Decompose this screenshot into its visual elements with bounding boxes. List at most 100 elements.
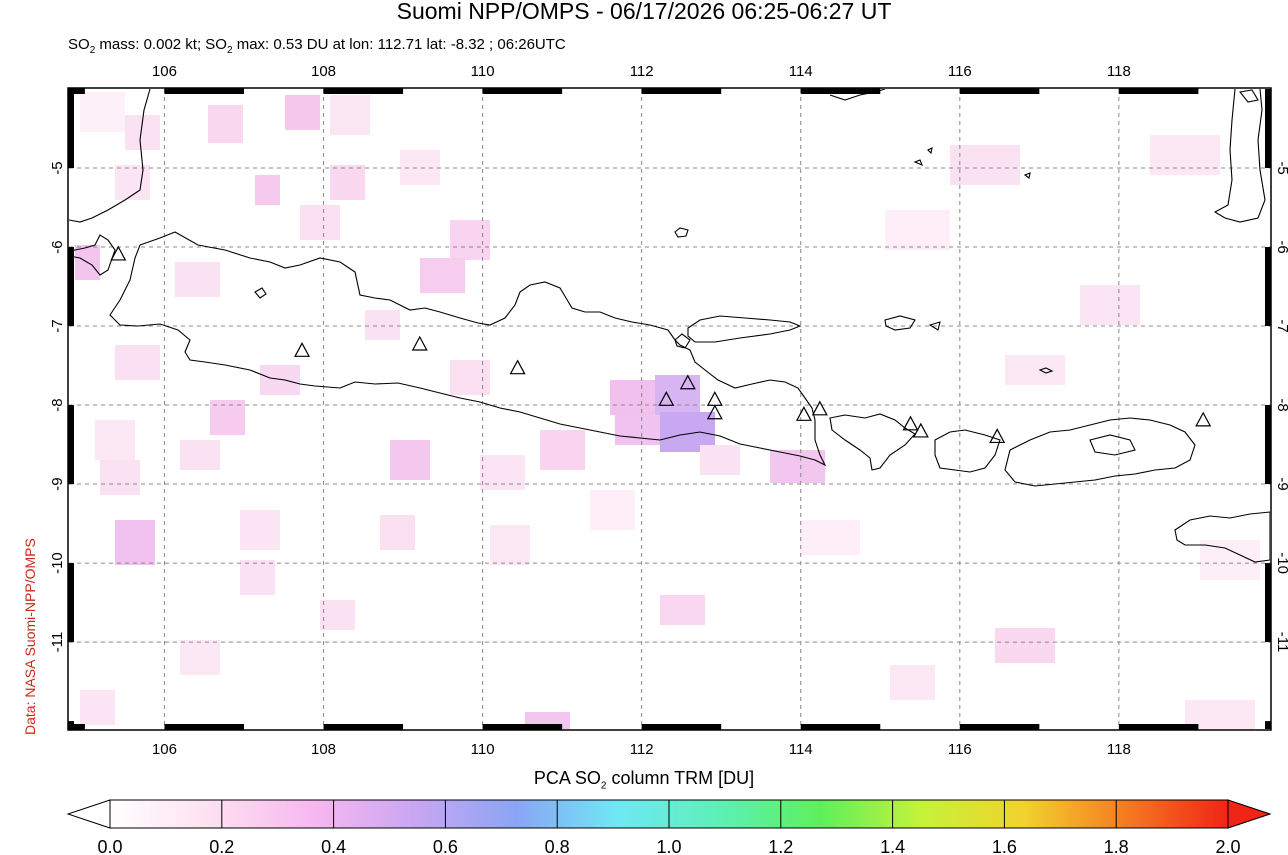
frame-segment — [1265, 247, 1271, 327]
frame-segment — [800, 88, 881, 94]
so2-summary-line: SO2 mass: 0.002 kt; SO2 max: 0.53 DU at … — [68, 36, 566, 56]
lon-tick-label-bottom: 114 — [789, 741, 813, 758]
colorbar-tick-label: 0.2 — [209, 837, 234, 855]
lon-tick-label-top: 106 — [152, 63, 177, 80]
volcano-icon — [811, 400, 828, 416]
lat-tick-label-right: -5 — [1274, 161, 1288, 174]
graticule — [69, 89, 1270, 729]
volcano-icon — [679, 374, 696, 390]
lon-tick-label-top: 112 — [630, 63, 654, 80]
lon-tick-label-top: 116 — [948, 63, 972, 80]
frame-segment — [1265, 721, 1271, 729]
lon-tick-label-bottom: 110 — [471, 741, 495, 758]
colorbar-tick-label: 1.6 — [992, 837, 1017, 855]
lon-tick-label-top: 118 — [1107, 63, 1131, 80]
lat-tick-label-left: -8 — [49, 398, 66, 411]
volcano-icon — [989, 428, 1006, 444]
lat-tick-label-left: -11 — [49, 632, 66, 653]
lon-tick-label-bottom: 118 — [1107, 741, 1131, 758]
lon-tick-label-top: 114 — [789, 63, 813, 80]
frame-segment — [164, 724, 244, 730]
frame-segment — [68, 563, 74, 643]
volcano-icon — [411, 335, 428, 351]
volcano-icon — [706, 391, 723, 406]
colorbar-tick-label: 0.6 — [433, 837, 458, 855]
frame-segment — [1265, 89, 1271, 169]
axis-tick-labels: 106 106 108 108 110 110 112 112 114 114 116 116 118 1… — [49, 63, 1288, 758]
coastlines — [69, 89, 1270, 563]
lat-tick-label-left: -9 — [49, 477, 66, 490]
subtitle-mid: mass: 0.002 kt; SO — [95, 36, 227, 53]
frame-segment — [68, 721, 74, 729]
map-title: Suomi NPP/OMPS - 06/17/2026 06:25-06:27 … — [396, 0, 892, 24]
frame-segment — [164, 88, 244, 94]
volcano-icon — [509, 359, 526, 375]
colorbar-tick-label: 1.4 — [880, 837, 905, 855]
subtitle-suffix: max: 0.53 DU at lon: 112.71 lat: -8.32 ;… — [232, 36, 566, 53]
colorbar-tick-label: 1.0 — [656, 837, 681, 855]
lat-tick-label-right: -9 — [1274, 477, 1288, 490]
frame-segment — [323, 724, 404, 730]
volcano-icon — [110, 245, 127, 261]
volcano-icon — [294, 342, 311, 357]
frame-segment — [323, 88, 404, 94]
lat-tick-label-right: -6 — [1274, 240, 1288, 253]
frame-segment — [1265, 405, 1271, 485]
lon-tick-label-top: 110 — [471, 63, 495, 80]
frame-segment — [959, 724, 1040, 730]
colorbar-tick-label: 0.8 — [545, 837, 570, 855]
lat-tick-label-right: -10 — [1274, 552, 1288, 574]
volcano-icon — [658, 391, 675, 406]
colorbar-tick-label: 2.0 — [1215, 837, 1240, 855]
frame-segment — [68, 405, 74, 485]
frame-segment — [641, 88, 722, 94]
colorbar-low-arrow — [66, 799, 111, 829]
frame-segment — [1118, 88, 1199, 94]
lon-tick-label-bottom: 116 — [948, 741, 972, 758]
colorbar-title: PCA SO2 column TRM [DU] — [0, 768, 1288, 792]
colorbar-title-suffix: column TRM [DU] — [606, 768, 755, 788]
map-frame — [67, 87, 1272, 731]
colorbar-high-arrow — [1227, 799, 1272, 829]
lon-tick-label-bottom: 108 — [311, 741, 336, 758]
lat-tick-label-left: -10 — [49, 552, 66, 574]
lat-tick-label-left: -5 — [49, 161, 66, 174]
subscript-2b: 2 — [226, 45, 233, 56]
frame-segment — [68, 247, 74, 327]
lat-tick-label-left: -7 — [49, 319, 66, 332]
lon-tick-label-bottom: 112 — [630, 741, 654, 758]
lat-tick-label-right: -8 — [1274, 398, 1288, 411]
volcano-markers — [110, 245, 1212, 444]
frame-segment — [69, 724, 85, 730]
lat-tick-label-right: -11 — [1274, 632, 1288, 653]
so2-pixel-field — [75, 92, 1260, 729]
frame-segment — [800, 724, 881, 730]
lon-tick-label-top: 108 — [311, 63, 336, 80]
frame-segment — [69, 88, 85, 94]
colorbar-tick-label: 1.2 — [768, 837, 793, 855]
frame-segment — [641, 724, 722, 730]
volcano-icon — [912, 422, 929, 438]
colorbar-tick-label: 0.0 — [97, 837, 122, 855]
colorbar-tick-label: 0.4 — [321, 837, 346, 855]
lat-tick-label-right: -7 — [1274, 319, 1288, 332]
lon-tick-label-bottom: 106 — [152, 741, 177, 758]
frame-segment — [482, 724, 563, 730]
lat-tick-label-left: -6 — [49, 240, 66, 253]
frame-segment — [1118, 724, 1199, 730]
frame-segment — [68, 89, 74, 169]
volcano-icon — [1195, 411, 1212, 427]
frame-segment — [482, 88, 563, 94]
frame-segment — [959, 88, 1040, 94]
colorbar-title-prefix: PCA SO — [533, 768, 601, 788]
volcano-icon — [795, 406, 812, 421]
subscript-2: 2 — [89, 45, 96, 56]
colorbar: 0.0 0.2 0.4 0.6 0.8 1.0 1.2 1.4 1.6 1.8 2.0 — [66, 799, 1272, 855]
subtitle-prefix: SO — [68, 36, 90, 53]
frame-segment — [1265, 563, 1271, 643]
colorbar-subscript: 2 — [600, 780, 607, 792]
volcano-icon — [902, 415, 919, 431]
colorbar-tick-label: 1.8 — [1104, 837, 1129, 855]
volcano-icon — [706, 404, 723, 420]
